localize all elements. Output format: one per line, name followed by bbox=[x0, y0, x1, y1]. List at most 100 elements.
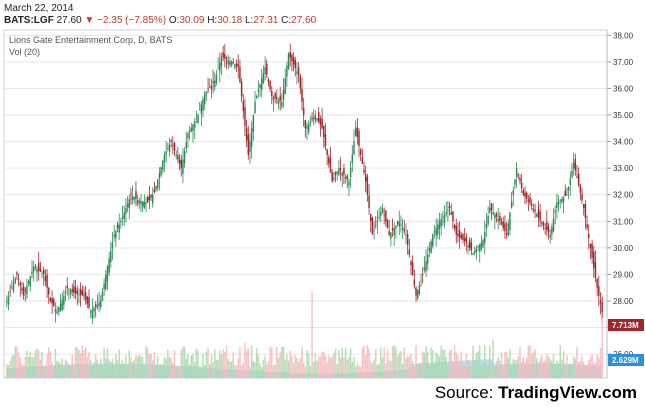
candle-body bbox=[356, 127, 359, 138]
volume-bar bbox=[245, 350, 248, 378]
last-price: 27.60 bbox=[56, 15, 82, 26]
candle-body bbox=[37, 262, 40, 271]
volume-bar bbox=[187, 354, 189, 378]
candle-body bbox=[410, 261, 412, 266]
candle-body bbox=[16, 272, 18, 275]
volume-bar bbox=[569, 363, 572, 378]
volume-bar bbox=[323, 352, 325, 378]
volume-bar bbox=[51, 361, 53, 378]
candle-body bbox=[571, 170, 573, 178]
candle-body bbox=[14, 278, 16, 284]
volume-bar bbox=[73, 364, 75, 378]
candle-body bbox=[103, 283, 105, 290]
candle-body bbox=[425, 261, 427, 272]
candle-body bbox=[430, 241, 432, 254]
candle-body bbox=[234, 64, 236, 68]
candle-body bbox=[556, 202, 558, 209]
candle-body bbox=[212, 81, 214, 83]
volume-bar bbox=[321, 351, 323, 378]
volume-bar bbox=[183, 347, 186, 378]
volume-bar bbox=[22, 365, 25, 378]
volume-bar bbox=[546, 354, 548, 378]
volume-bar bbox=[388, 360, 390, 378]
volume-bar bbox=[375, 349, 377, 378]
candle-body bbox=[591, 243, 593, 258]
candle-body bbox=[341, 172, 343, 177]
candle-body bbox=[157, 179, 159, 189]
candle-body bbox=[94, 304, 97, 307]
candle-body bbox=[34, 267, 37, 269]
candle-body bbox=[163, 154, 166, 163]
candle-body bbox=[333, 178, 335, 180]
candle-body bbox=[401, 227, 404, 230]
volume-bar bbox=[180, 350, 182, 378]
candle-body bbox=[175, 154, 177, 157]
candle-body bbox=[178, 159, 181, 164]
y-tick-label: 34.00 bbox=[613, 138, 634, 147]
volume-bar bbox=[363, 345, 365, 378]
volume-bar bbox=[396, 355, 399, 378]
candle-body bbox=[63, 295, 65, 305]
candle-body bbox=[31, 271, 33, 275]
candle-body bbox=[51, 298, 53, 304]
volume-bar bbox=[143, 365, 146, 378]
volume-bar bbox=[358, 365, 360, 378]
volume-bar bbox=[572, 356, 575, 378]
candle-body bbox=[257, 90, 260, 92]
candle-body bbox=[358, 130, 360, 146]
candle-body bbox=[519, 177, 521, 182]
volume-bar bbox=[517, 355, 520, 378]
volume-bar bbox=[272, 365, 275, 378]
candle-body bbox=[78, 294, 80, 296]
candle-body bbox=[594, 261, 597, 278]
volume-bar bbox=[559, 345, 561, 378]
volume-bar bbox=[306, 350, 308, 378]
candle-body bbox=[588, 233, 590, 238]
volume-bar bbox=[130, 357, 132, 378]
candle-body bbox=[282, 89, 285, 100]
candle-body bbox=[311, 118, 313, 120]
volume-bar bbox=[157, 356, 159, 378]
volume-bar bbox=[547, 356, 550, 378]
volume-indicator-label: Vol (20) bbox=[9, 47, 40, 57]
volume-bar bbox=[113, 365, 115, 378]
candle-body bbox=[458, 230, 461, 238]
candle-body bbox=[510, 201, 513, 208]
candle-body bbox=[328, 156, 330, 164]
volume-bar bbox=[574, 358, 577, 378]
volume-bar bbox=[331, 356, 333, 378]
volume-bar bbox=[539, 358, 541, 378]
volume-bar bbox=[242, 362, 245, 378]
volume-bar bbox=[406, 355, 409, 378]
volume-bar bbox=[229, 361, 231, 378]
volume-bar bbox=[500, 352, 503, 378]
candle-body bbox=[554, 210, 556, 213]
volume-bar bbox=[566, 355, 568, 378]
candle-body bbox=[318, 112, 320, 122]
candle-body bbox=[42, 269, 45, 275]
candle-body bbox=[138, 200, 141, 203]
candle-body bbox=[480, 242, 483, 249]
volume-bar bbox=[316, 361, 318, 378]
volume-bar bbox=[482, 362, 484, 378]
candle-body bbox=[126, 203, 129, 208]
candle-body bbox=[44, 276, 47, 282]
volume-bar bbox=[128, 350, 130, 378]
candle-body bbox=[287, 53, 290, 69]
candle-body bbox=[276, 97, 278, 100]
volume-bar bbox=[487, 365, 489, 378]
volume-bar bbox=[151, 360, 154, 378]
candle-body bbox=[581, 193, 583, 201]
candle-body bbox=[440, 219, 442, 227]
candle-body bbox=[173, 142, 176, 151]
candle-body bbox=[130, 193, 132, 195]
candle-body bbox=[546, 221, 548, 231]
volume-bar bbox=[576, 347, 578, 378]
candle-body bbox=[146, 197, 149, 203]
candle-body bbox=[420, 279, 422, 281]
volume-bar bbox=[209, 364, 211, 378]
candle-body bbox=[32, 266, 35, 272]
candle-body bbox=[73, 286, 75, 293]
volume-bar bbox=[589, 356, 592, 378]
